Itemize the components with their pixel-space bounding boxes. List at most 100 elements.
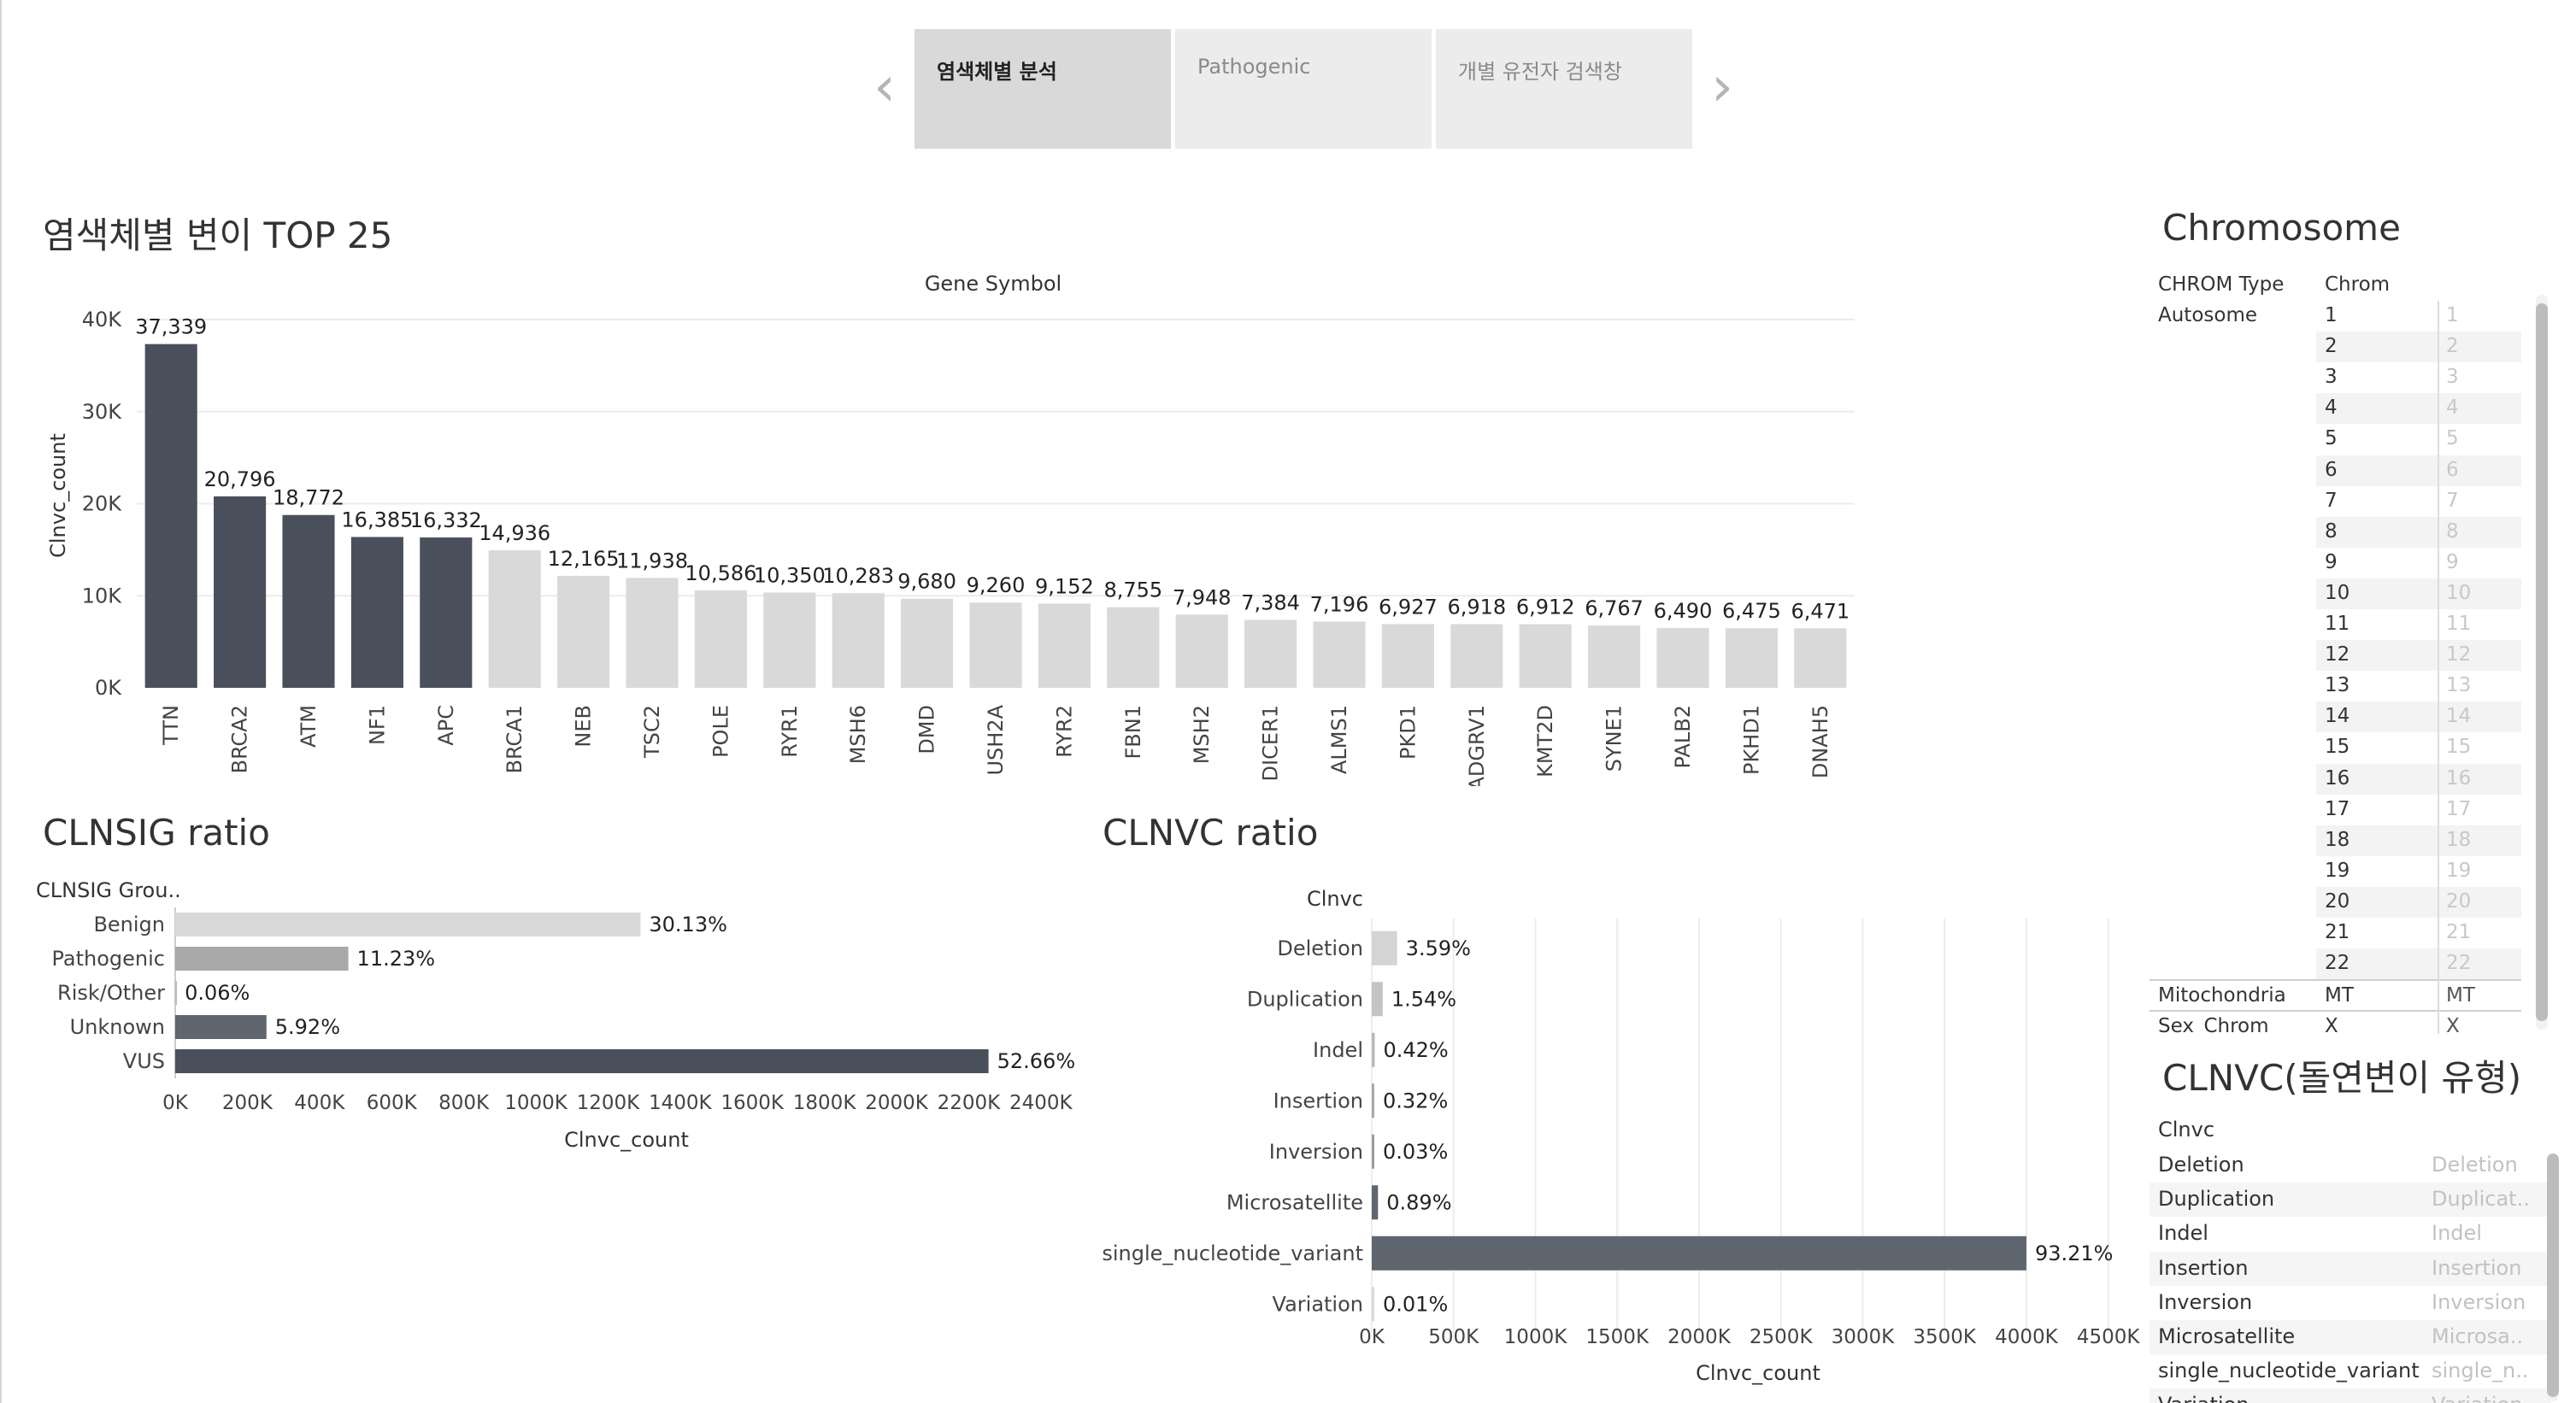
column-divider — [2438, 301, 2439, 1034]
tab-gene-search[interactable]: 개별 유전자 검색창 — [1436, 29, 1692, 149]
clnvc-bar — [1372, 1287, 1374, 1322]
chromosome-row[interactable]: 21 21 — [2150, 918, 2521, 948]
top25-data-label: 10,350 — [754, 563, 826, 587]
clnvc-data-label: 0.03% — [1383, 1140, 1448, 1164]
clnsig-x-tick-label: 200K — [222, 1092, 273, 1114]
chromosome-row[interactable]: 16 16 — [2150, 763, 2521, 795]
top25-category-label: DNAH5 — [1808, 705, 1832, 778]
chromosome-row[interactable]: 10 10 — [2150, 578, 2521, 609]
top25-category-label: ADGRV1 — [1465, 705, 1489, 786]
clnvc-value-cell: Microsa.. — [2432, 1324, 2524, 1348]
tab-chromosome-analysis[interactable]: 염색체별 분석 — [915, 29, 1171, 149]
chromosome-row[interactable]: Autosome 1 1 — [2150, 301, 2521, 332]
top25-data-label: 37,339 — [135, 315, 207, 339]
chromosome-row[interactable]: 18 18 — [2150, 825, 2521, 856]
top25-data-label: 9,260 — [967, 573, 1026, 597]
chromosome-row[interactable]: 19 19 — [2150, 856, 2521, 887]
chrom-cell: 9 — [2325, 550, 2338, 573]
clnvc-value-cell: Insertion — [2432, 1255, 2522, 1280]
clnvc-scrollbar-thumb[interactable] — [2547, 1154, 2559, 1397]
clnsig-bar — [175, 1015, 267, 1039]
top25-bar — [282, 514, 335, 688]
chrom-mirror-cell: 13 — [2446, 674, 2472, 697]
clnvc-category-label: Indel — [1313, 1038, 1363, 1062]
top25-bar — [1313, 621, 1366, 688]
chromosome-row[interactable]: Mitochondria MT MT — [2150, 979, 2521, 1010]
tab-prev-arrow-icon[interactable]: ‹ — [873, 56, 896, 119]
top25-bar — [350, 537, 403, 688]
top25-y-tick-label: 30K — [82, 400, 123, 424]
chrom-cell: 15 — [2325, 736, 2350, 759]
clnvc-bar — [1372, 1134, 1374, 1169]
clnvc-value-cell: Duplicat.. — [2432, 1187, 2530, 1212]
chrom-mirror-cell: 12 — [2446, 643, 2472, 666]
top25-category-label: PALB2 — [1671, 705, 1695, 768]
clnsig-category-label: VUS — [123, 1049, 165, 1073]
clnsig-x-tick-label: 2200K — [938, 1092, 1002, 1114]
clnsig-title: CLNSIG ratio — [43, 812, 270, 854]
top25-category-label: ATM — [297, 705, 321, 748]
clnvc-table-row[interactable]: Variation Variation — [2150, 1388, 2551, 1403]
clnvc-table-row[interactable]: Duplication Duplicat.. — [2150, 1183, 2551, 1218]
top25-category-label: KMT2D — [1533, 705, 1557, 778]
chromosome-row[interactable]: 22 22 — [2150, 948, 2521, 980]
tab-pathogenic[interactable]: Pathogenic — [1175, 29, 1432, 149]
clnvc-x-tick-label: 4500K — [2077, 1326, 2141, 1348]
clnvc-value-cell: Indel — [2432, 1221, 2482, 1246]
clnsig-data-label: 0.06% — [185, 981, 250, 1005]
chrom-mirror-cell: 21 — [2446, 921, 2472, 943]
top25-y-tick-label: 20K — [82, 492, 123, 516]
top25-category-label: USH2A — [984, 704, 1008, 775]
top25-category-label: DMD — [915, 705, 939, 754]
clnvc-table-row[interactable]: Inversion Inversion — [2150, 1286, 2551, 1320]
clnvc-table-row[interactable]: single_nucleotide_variant single_n.. — [2150, 1354, 2551, 1388]
top25-category-label: MSH2 — [1190, 705, 1214, 764]
chromosome-row[interactable]: 13 13 — [2150, 671, 2521, 702]
chromosome-row[interactable]: 11 11 — [2150, 609, 2521, 640]
clnvc-table-row[interactable]: Indel Indel — [2150, 1217, 2551, 1251]
clnvc-table-row[interactable]: Microsatellite Microsa.. — [2150, 1320, 2551, 1354]
chromosome-row[interactable]: 14 14 — [2150, 702, 2521, 733]
clnvc-ratio-title: CLNVC ratio — [1103, 812, 1319, 854]
clnvc-category-label: Duplication — [1247, 987, 1363, 1011]
chromosome-row[interactable]: 17 17 — [2150, 795, 2521, 825]
clnvc-table-row[interactable]: Insertion Insertion — [2150, 1251, 2551, 1286]
tab-next-arrow-icon[interactable]: › — [1711, 56, 1733, 119]
chrom-cell: 7 — [2325, 489, 2338, 512]
clnsig-x-tick-label: 1000K — [504, 1092, 568, 1114]
chrom-mirror-cell: 11 — [2446, 613, 2472, 635]
clnsig-data-label: 30.13% — [649, 913, 727, 936]
clnsig-x-tick-label: 2400K — [1009, 1092, 1073, 1114]
top25-header: Gene Symbol — [925, 272, 1062, 296]
clnvc-label-cell: Microsatellite — [2158, 1324, 2296, 1348]
chromosome-row[interactable]: Sex_Chrom X X — [2150, 1010, 2521, 1034]
chrom-mirror-cell: 7 — [2446, 489, 2459, 512]
chrom-mirror-cell: 15 — [2446, 736, 2472, 759]
chrom-cell: MT — [2325, 984, 2354, 1007]
chromosome-scrollbar-thumb[interactable] — [2536, 303, 2548, 1021]
chrom-cell: 16 — [2325, 766, 2350, 790]
chromosome-row[interactable]: 20 20 — [2150, 886, 2521, 918]
chromosome-row[interactable]: 15 15 — [2150, 732, 2521, 763]
clnvc-table-row[interactable]: Deletion Deletion — [2150, 1148, 2551, 1183]
row-stripe — [2316, 702, 2521, 733]
top25-data-label: 6,918 — [1447, 595, 1506, 619]
clnvc-label-cell: Duplication — [2158, 1187, 2275, 1212]
chrom-cell: 20 — [2325, 889, 2350, 913]
top25-data-label: 7,948 — [1173, 585, 1232, 609]
chromosome-row[interactable]: 12 12 — [2150, 640, 2521, 672]
clnvc-category-label: Inversion — [1269, 1140, 1363, 1164]
row-stripe — [2316, 578, 2521, 609]
top25-bar — [1519, 624, 1572, 688]
top25-bar — [144, 343, 197, 688]
clnsig-bar — [175, 947, 349, 971]
top25-data-label: 12,165 — [548, 547, 620, 571]
